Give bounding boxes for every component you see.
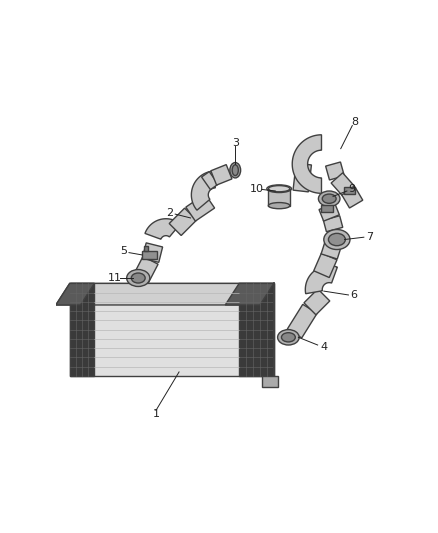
Polygon shape [268,189,290,206]
Polygon shape [319,203,339,221]
Polygon shape [292,135,321,193]
Text: 11: 11 [107,273,121,283]
Polygon shape [239,284,274,376]
Text: 2: 2 [166,207,173,217]
Polygon shape [169,208,197,236]
Polygon shape [191,171,215,210]
Text: 8: 8 [351,117,358,127]
Polygon shape [262,376,278,387]
Polygon shape [142,251,158,259]
Ellipse shape [230,163,240,178]
Polygon shape [321,237,343,259]
Text: 6: 6 [350,290,357,300]
Polygon shape [70,284,274,376]
Polygon shape [186,194,215,221]
Ellipse shape [328,233,346,246]
Polygon shape [133,256,158,284]
Polygon shape [145,219,180,239]
Polygon shape [323,216,343,232]
Ellipse shape [232,165,238,175]
Polygon shape [287,304,317,338]
Ellipse shape [318,191,340,206]
Ellipse shape [324,230,350,249]
Ellipse shape [322,194,336,203]
Text: 10: 10 [250,184,264,193]
Polygon shape [201,172,218,190]
Text: 3: 3 [232,138,239,148]
Polygon shape [304,289,330,315]
Polygon shape [293,163,311,192]
Text: 1: 1 [152,409,159,419]
Text: 9: 9 [348,184,355,195]
Text: 4: 4 [320,342,327,352]
Polygon shape [56,284,274,305]
Polygon shape [331,173,354,196]
Polygon shape [142,243,162,262]
Polygon shape [314,253,337,278]
Polygon shape [305,265,337,294]
Polygon shape [344,187,355,194]
Text: 5: 5 [120,246,127,256]
Ellipse shape [268,203,290,209]
Ellipse shape [268,185,290,192]
Polygon shape [321,205,333,212]
Polygon shape [56,284,94,305]
Polygon shape [211,165,232,185]
Polygon shape [325,162,344,180]
Ellipse shape [278,329,299,345]
Polygon shape [70,284,94,376]
Ellipse shape [127,270,150,287]
Polygon shape [145,246,148,251]
Text: 7: 7 [366,232,373,242]
Ellipse shape [131,273,145,283]
Ellipse shape [282,333,295,342]
Polygon shape [225,284,274,305]
Polygon shape [342,187,363,208]
